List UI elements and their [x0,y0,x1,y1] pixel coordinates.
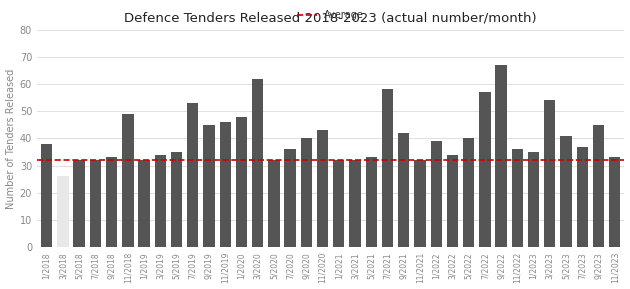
Bar [350,160,361,247]
Bar [382,90,393,247]
Bar [122,114,134,247]
Bar [285,149,296,247]
Bar [576,147,588,247]
Bar [154,155,166,247]
Bar [528,152,539,247]
Bar [236,117,247,247]
Average [59,158,67,162]
Bar [74,160,85,247]
Bar [544,100,556,247]
Bar [479,92,491,247]
Bar [333,160,345,247]
Bar [317,130,328,247]
Legend: Average: Average [293,6,368,24]
Bar [89,160,101,247]
Bar [252,79,263,247]
Y-axis label: Number of Tenders Released: Number of Tenders Released [6,68,16,209]
Bar [560,136,571,247]
Bar [139,160,150,247]
Bar [512,149,523,247]
Bar [593,125,604,247]
Bar [219,122,231,247]
Average [43,158,50,162]
Bar [203,125,215,247]
Bar [57,177,69,247]
Bar [495,65,507,247]
Bar [398,133,410,247]
Title: Defence Tenders Released 2018-2023 (actual number/month): Defence Tenders Released 2018-2023 (actu… [124,11,537,24]
Bar [268,160,280,247]
Bar [106,158,117,247]
Bar [415,160,426,247]
Bar [463,138,474,247]
Bar [609,158,621,247]
Bar [187,103,198,247]
Bar [365,158,377,247]
Bar [447,155,458,247]
Bar [171,152,182,247]
Bar [430,141,442,247]
Bar [301,138,312,247]
Bar [41,144,52,247]
